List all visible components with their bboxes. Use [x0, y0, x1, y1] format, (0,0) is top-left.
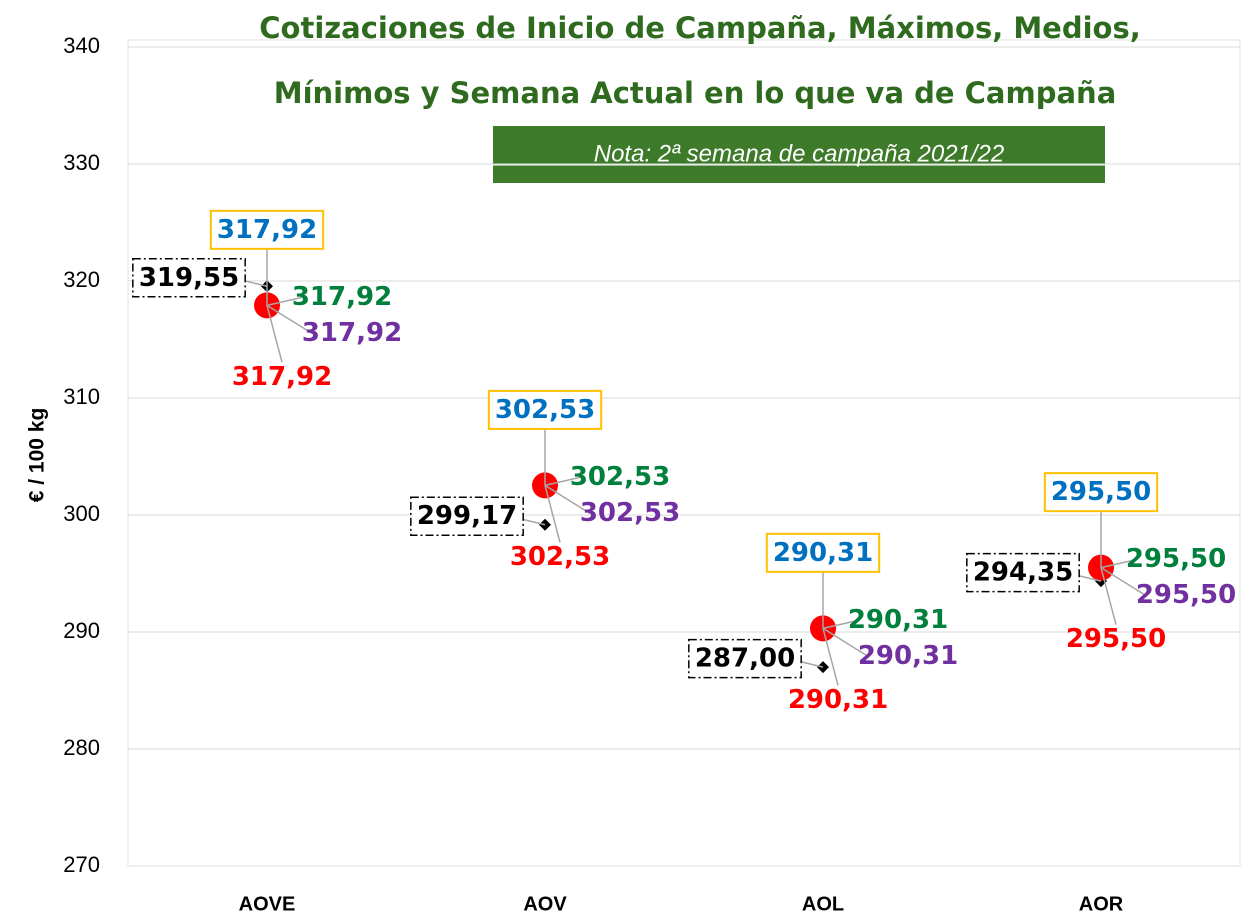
value-label: 317,92 [217, 215, 317, 245]
label-box [487, 389, 603, 430]
leader-line [1100, 567, 1147, 597]
y-tick-label: 270 [63, 852, 100, 877]
value-label: 299,17 [417, 501, 517, 531]
value-label: 302,53 [510, 542, 610, 572]
y-tick-label: 280 [63, 735, 100, 760]
leader-line [822, 627, 869, 658]
value-label: 295,50 [1066, 624, 1166, 654]
leader-line [822, 628, 839, 686]
label-box [209, 209, 325, 250]
label-box [1043, 472, 1159, 513]
label-box-dashed [966, 552, 1080, 593]
value-label: 290,31 [788, 685, 888, 715]
label-box-dashed [410, 496, 524, 536]
y-tick-label: 300 [63, 501, 100, 526]
x-tick-label: AOVE [239, 893, 296, 915]
value-label: 317,92 [302, 318, 402, 348]
value-label: 287,00 [695, 644, 795, 674]
value-label: 302,53 [495, 395, 595, 425]
label-box-dashed [132, 258, 246, 298]
y-tick-label: 330 [63, 150, 100, 175]
leader-line [266, 305, 283, 363]
leader-line [1100, 558, 1137, 569]
leader-line [266, 296, 303, 307]
label-box [765, 532, 881, 573]
leader-line [1100, 567, 1117, 625]
value-label: 317,92 [292, 282, 392, 312]
note-box [493, 126, 1105, 183]
x-tick-label: AOV [523, 893, 567, 915]
value-label: 290,31 [773, 538, 873, 568]
y-tick-label: 320 [63, 267, 100, 292]
chart-title: Cotizaciones de Inicio de Campaña, Máxim… [259, 11, 1141, 45]
chart-title: Mínimos y Semana Actual en lo que va de … [274, 76, 1117, 110]
label-box-dashed [688, 638, 802, 679]
value-label: 295,50 [1051, 477, 1151, 507]
y-tick-label: 340 [63, 33, 100, 58]
leader-line [822, 619, 859, 630]
leader-line [266, 304, 313, 334]
value-label: 317,92 [232, 362, 332, 392]
x-tick-label: AOR [1079, 893, 1124, 915]
leader-line [544, 476, 581, 487]
value-label: 295,50 [1126, 544, 1226, 574]
leader-line [544, 484, 591, 515]
x-tick-label: AOL [802, 893, 844, 915]
value-label: 290,31 [848, 605, 948, 635]
value-label: 294,35 [973, 558, 1073, 588]
value-label: 302,53 [570, 462, 670, 492]
y-axis-label: € / 100 kg [26, 408, 49, 503]
value-label: 302,53 [580, 498, 680, 528]
y-tick-label: 310 [63, 384, 100, 409]
value-label: 295,50 [1136, 580, 1236, 610]
y-tick-label: 290 [63, 618, 100, 643]
leader-line [544, 485, 561, 543]
value-label: 319,55 [139, 263, 239, 293]
note: Nota: 2ª semana de campaña 2021/22 [594, 140, 1005, 167]
value-label: 290,31 [858, 641, 958, 671]
